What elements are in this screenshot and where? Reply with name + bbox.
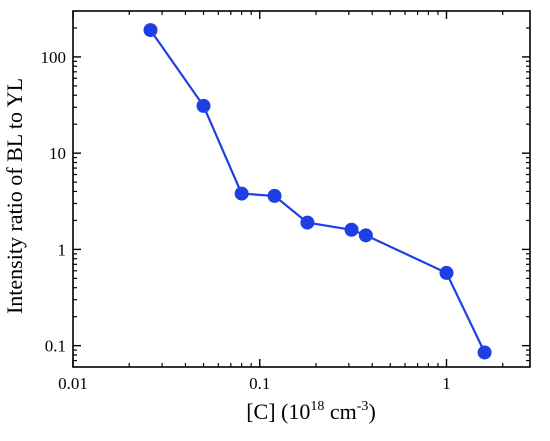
x-tick-label: 1 xyxy=(442,374,451,393)
data-series xyxy=(143,23,492,360)
x-axis-label: [C] (1018 cm-3) xyxy=(246,399,376,424)
x-tick-label: 0.1 xyxy=(249,374,270,393)
y-axis-label: Intensity ratio of BL to YL xyxy=(2,78,27,314)
x-axis-label-base: [C] (10 xyxy=(246,399,310,424)
data-point xyxy=(358,228,373,243)
data-point xyxy=(196,98,211,113)
y-tick-label: 100 xyxy=(41,48,67,67)
plot-frame xyxy=(72,10,531,368)
data-point xyxy=(143,23,158,38)
x-axis-label-end: ) xyxy=(368,399,375,424)
x-axis-label-sup1: 18 xyxy=(310,399,324,414)
data-point xyxy=(300,215,315,230)
data-point xyxy=(344,222,359,237)
x-tick-label: 0.01 xyxy=(58,374,88,393)
y-tick-label: 10 xyxy=(49,144,66,163)
axes xyxy=(72,10,531,368)
data-point xyxy=(439,265,454,280)
x-axis-label-mid: cm xyxy=(324,399,356,424)
y-tick-label: 1 xyxy=(58,240,67,259)
data-point xyxy=(234,186,249,201)
ticks: 0.01 0.1 1 0.1 1 10 100 xyxy=(41,11,530,393)
data-point xyxy=(477,345,492,360)
x-axis-label-sup2: -3 xyxy=(357,399,369,414)
data-point xyxy=(267,188,282,203)
y-tick-label: 0.1 xyxy=(45,337,66,356)
series-line xyxy=(149,29,486,353)
